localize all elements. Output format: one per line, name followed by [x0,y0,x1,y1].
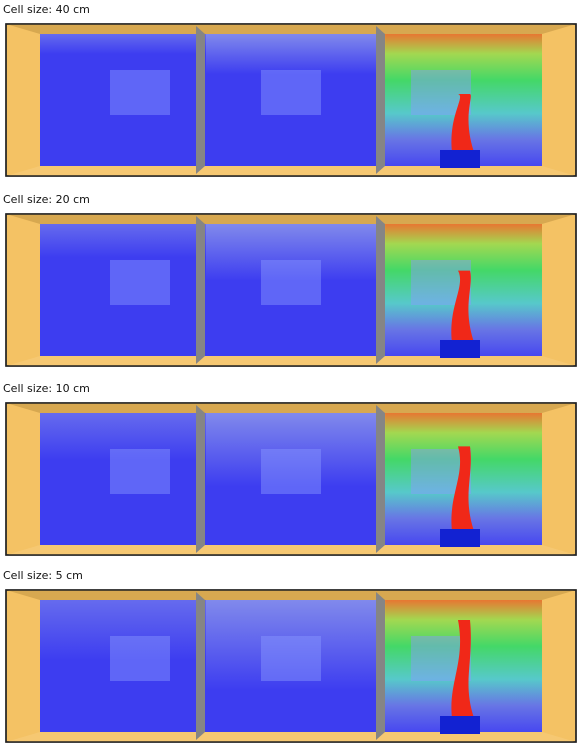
floor [6,356,576,366]
smoke-haze [40,34,206,54]
panel-border [5,402,577,556]
window [110,636,170,681]
smoke-haze [206,224,386,281]
partition [376,405,385,553]
burner [440,529,480,547]
ceiling [6,590,576,600]
smoke-haze [40,224,206,258]
window [261,636,321,681]
window [261,70,321,115]
panel-label: Cell size: 20 cm [3,193,90,206]
panel-border [5,589,577,743]
burner [440,716,480,734]
window [110,260,170,305]
floor [6,732,576,742]
floor [6,166,576,176]
partition [376,26,385,174]
smoke-haze [206,413,386,487]
burner [440,150,480,168]
partition [376,592,385,740]
ceiling [6,403,576,413]
plume [451,446,474,531]
window [110,449,170,494]
window [261,449,321,494]
partition [196,26,205,174]
panel-label: Cell size: 40 cm [3,3,90,16]
partition [196,592,205,740]
smoke-haze [40,600,206,660]
plume [451,270,474,342]
panel-border [5,23,577,177]
partition [376,216,385,364]
smoke-haze [206,34,386,74]
panel-label: Cell size: 10 cm [3,382,90,395]
window [110,70,170,115]
ceiling [6,24,576,34]
partition [196,216,205,364]
partition [196,405,205,553]
window [261,260,321,305]
panel-border [5,213,577,367]
panel-label: Cell size: 5 cm [3,569,83,582]
floor [6,545,576,555]
smoke-haze [206,600,386,690]
plume [451,620,474,718]
burner [440,340,480,358]
plume [451,94,474,152]
smoke-haze [40,413,206,460]
ceiling [6,214,576,224]
